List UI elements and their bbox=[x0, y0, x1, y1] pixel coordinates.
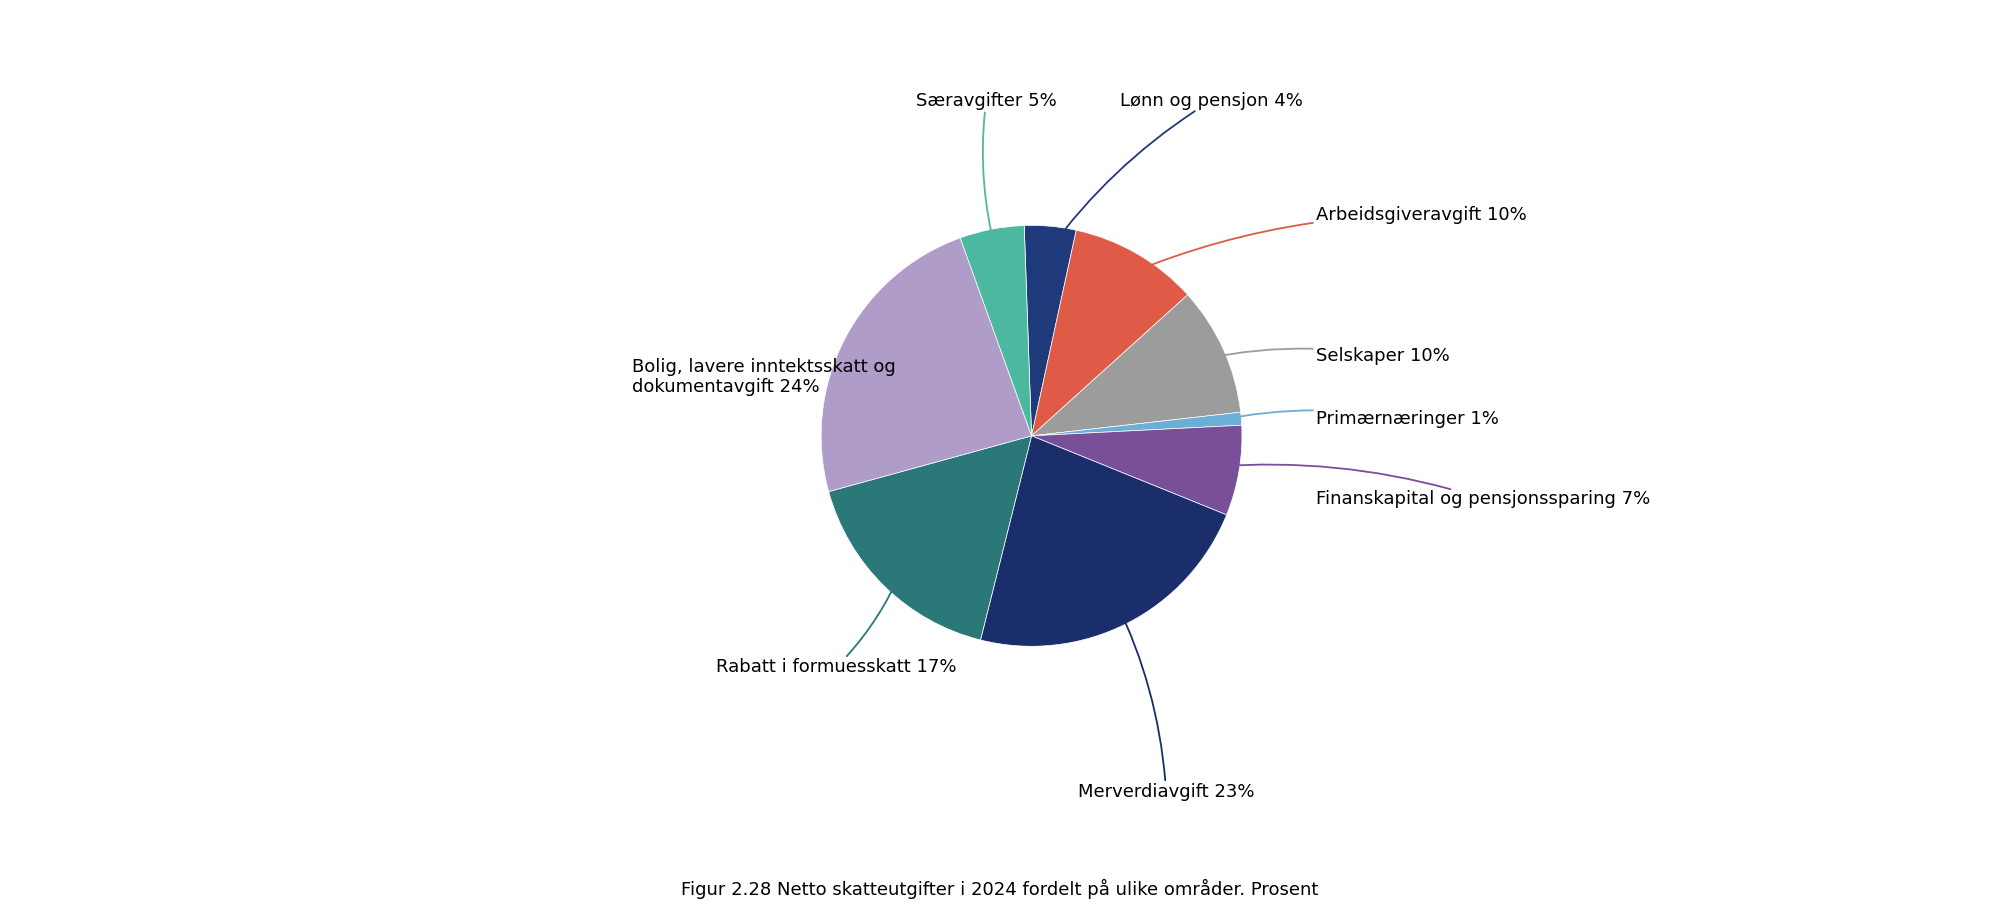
Wedge shape bbox=[960, 225, 1032, 436]
Text: Rabatt i formuesskatt 17%: Rabatt i formuesskatt 17% bbox=[716, 571, 956, 676]
Wedge shape bbox=[828, 436, 1032, 640]
Text: Særavgifter 5%: Særavgifter 5% bbox=[916, 92, 1056, 252]
Wedge shape bbox=[1032, 412, 1242, 436]
Text: Primærnæringer 1%: Primærnæringer 1% bbox=[1218, 410, 1498, 428]
Wedge shape bbox=[822, 238, 1032, 491]
Text: Lønn og pensjon 4%: Lønn og pensjon 4% bbox=[1050, 92, 1302, 249]
Text: Bolig, lavere inntektsskatt og
dokumentavgift 24%: Bolig, lavere inntektsskatt og dokumenta… bbox=[632, 351, 896, 396]
Text: Merverdiavgift 23%: Merverdiavgift 23% bbox=[1078, 604, 1254, 801]
Text: Finanskapital og pensjonssparing 7%: Finanskapital og pensjonssparing 7% bbox=[1216, 465, 1650, 508]
Wedge shape bbox=[1032, 295, 1240, 436]
Wedge shape bbox=[1024, 225, 1076, 436]
Text: Arbeidsgiveravgift 10%: Arbeidsgiveravgift 10% bbox=[1126, 206, 1526, 274]
Text: Selskaper 10%: Selskaper 10% bbox=[1204, 347, 1450, 365]
Wedge shape bbox=[1032, 425, 1242, 515]
Wedge shape bbox=[980, 436, 1226, 646]
Text: Figur 2.28 Netto skatteutgifter i 2024 fordelt på ulike områder. Prosent: Figur 2.28 Netto skatteutgifter i 2024 f… bbox=[682, 879, 1318, 899]
Wedge shape bbox=[1032, 231, 1188, 436]
